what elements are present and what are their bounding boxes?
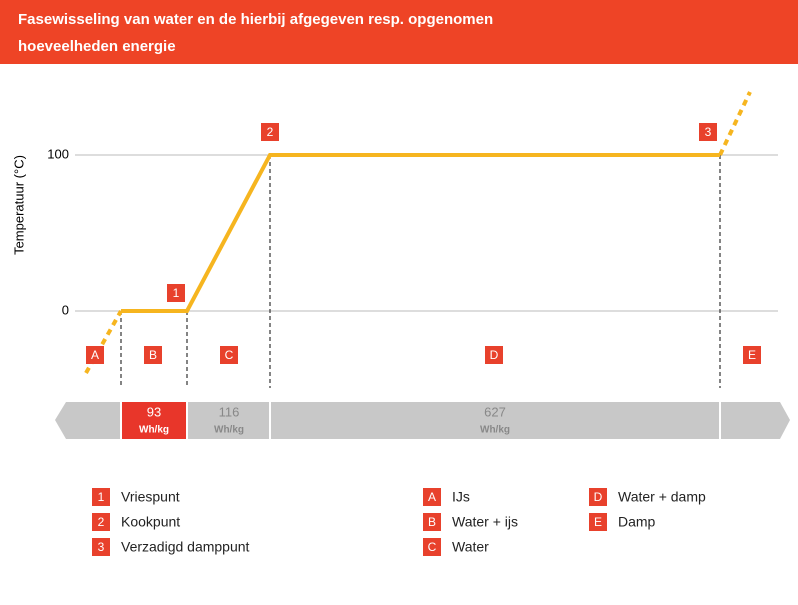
badge-label: B [428, 515, 436, 529]
energy-value: 627 [484, 404, 506, 419]
badge [86, 346, 104, 364]
badge [167, 284, 185, 302]
curve [84, 91, 752, 374]
badge [423, 513, 441, 531]
legend-label: Water + damp [618, 489, 706, 505]
badge [423, 488, 441, 506]
badge-label: D [594, 490, 603, 504]
legend-label: Verzadigd damppunt [121, 539, 250, 555]
badge-label: E [594, 515, 602, 529]
badge [699, 123, 717, 141]
badge [144, 346, 162, 364]
tick-label: 100 [47, 146, 69, 161]
energy-value: 93 [147, 404, 161, 419]
title: Fasewisseling van water en de hierbij af… [18, 11, 494, 55]
legend-label: Water + ijs [452, 514, 518, 530]
badge [261, 123, 279, 141]
badge-label: 1 [98, 490, 105, 504]
badge-label: 2 [267, 125, 274, 139]
badge [423, 538, 441, 556]
badge-label: A [428, 490, 436, 504]
badge [589, 488, 607, 506]
badge [220, 346, 238, 364]
badge-label: A [91, 348, 99, 362]
energy-segment [122, 402, 187, 439]
axis-label: Temperatuur (°C) [11, 155, 26, 255]
badge-label: 1 [173, 286, 180, 300]
separators [120, 402, 721, 439]
energy-bar [55, 402, 790, 439]
badge-label: B [149, 348, 157, 362]
energy-unit: Wh/kg [214, 425, 244, 436]
badge [743, 346, 761, 364]
header: Fasewisseling van water en de hierbij af… [0, 0, 798, 64]
badge-label: D [490, 348, 499, 362]
energy-unit: Wh/kg [480, 425, 510, 436]
badge-label: E [748, 348, 756, 362]
badge-label: C [225, 348, 234, 362]
badge [589, 513, 607, 531]
legend-label: Vriespunt [121, 489, 180, 505]
badge [92, 488, 110, 506]
badge [92, 538, 110, 556]
tick-label: 0 [62, 302, 69, 317]
badge-label: 3 [705, 125, 712, 139]
badge [92, 513, 110, 531]
badge-label: 3 [98, 540, 105, 554]
legend-label: Water [452, 539, 489, 555]
dividers [120, 155, 721, 388]
badge-label: C [428, 540, 437, 554]
legend-label: IJs [452, 489, 470, 505]
legend-label: Kookpunt [121, 514, 180, 530]
badge [485, 346, 503, 364]
legend-label: Damp [618, 514, 656, 530]
energy-unit: Wh/kg [139, 425, 169, 436]
energy-value: 116 [219, 404, 240, 419]
badge-label: 2 [98, 515, 105, 529]
